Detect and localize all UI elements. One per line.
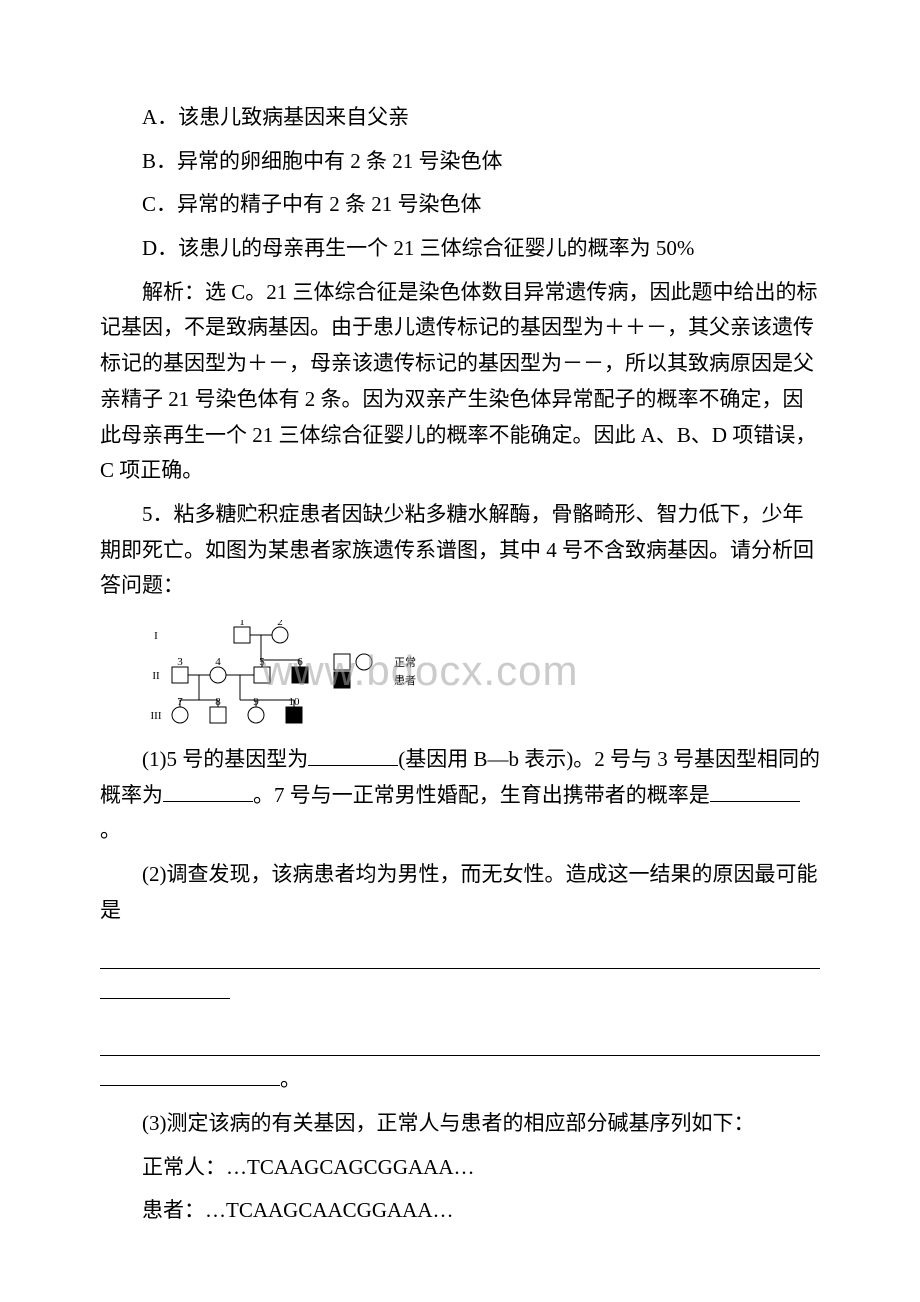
svg-text:4: 4 (215, 656, 221, 668)
svg-text:1: 1 (239, 620, 245, 628)
pedigree-figure: 12345678910IIIIII正常患者 www.bdocx.com (142, 620, 702, 730)
svg-text:10: 10 (289, 696, 301, 708)
explanation-text: 解析：选 C。21 三体综合征是染色体数目异常遗传病，因此题中给出的标记基因，不… (100, 275, 820, 489)
q5-sub3: (3)测定该病的有关基因，正常人与患者的相应部分碱基序列如下： (100, 1106, 820, 1142)
answer-line-2b (100, 1063, 280, 1086)
blank-3 (710, 779, 800, 802)
svg-text:II: II (152, 670, 160, 682)
option-b: B．异常的卵细胞中有 2 条 21 号染色体 (142, 144, 820, 180)
q5-sub2: (2)调查发现，该病患者均为男性，而无女性。造成这一结果的原因最可能是 (100, 857, 820, 928)
answer-line-2a (100, 1033, 820, 1056)
svg-text:I: I (154, 630, 158, 642)
q5-stem: 5．粘多糖贮积症患者因缺少粘多糖水解酶，骨骼畸形、智力低下，少年期即死亡。如图为… (100, 497, 820, 604)
svg-text:8: 8 (215, 696, 221, 708)
q5-1c: 。7 号与一正常男性婚配，生育出携带者的概率是 (253, 783, 710, 807)
svg-text:III: III (151, 710, 162, 722)
seq-normal: 正常人：…TCAAGCAGCGGAAA… (100, 1150, 820, 1186)
svg-text:9: 9 (253, 696, 259, 708)
option-a: A．该患儿致病基因来自父亲 (142, 100, 820, 136)
svg-text:5: 5 (259, 656, 265, 668)
option-c: C．异常的精子中有 2 条 21 号染色体 (142, 187, 820, 223)
svg-text:7: 7 (177, 696, 183, 708)
q5-1a: (1)5 号的基因型为 (142, 747, 308, 771)
blank-1 (308, 743, 398, 766)
answer-line-1b (100, 976, 230, 999)
svg-text:6: 6 (297, 656, 303, 668)
option-d: D．该患儿的母亲再生一个 21 三体综合征婴儿的概率为 50% (142, 231, 820, 267)
svg-text:2: 2 (277, 620, 283, 628)
svg-text:正常: 正常 (394, 656, 416, 669)
blank-2 (163, 779, 253, 802)
seq-patient: 患者：…TCAAGCAACGGAAA… (100, 1193, 820, 1229)
answer-line-1a (100, 946, 820, 969)
svg-text:患者: 患者 (394, 674, 416, 687)
svg-text:3: 3 (177, 656, 183, 668)
period-2: 。 (280, 1067, 301, 1091)
q5-sub1: (1)5 号的基因型为(基因用 B—b 表示)。2 号与 3 号基因型相同的概率… (100, 742, 820, 849)
q5-1d: 。 (100, 818, 121, 842)
